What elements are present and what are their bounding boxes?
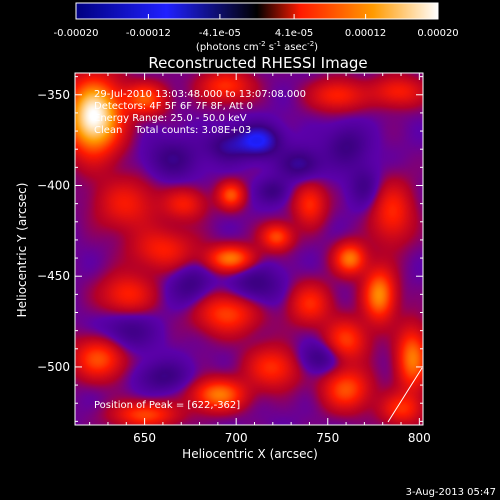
- heatmap-image: [75, 73, 423, 425]
- colorbar: -0.00020 -0.00012 -4.1e-05 4.1e-05 0.00012 0.…: [54, 2, 459, 53]
- y-axis-title: Heliocentric Y (arcsec): [15, 183, 29, 318]
- colorbar-tick-label: -0.00012: [126, 28, 171, 39]
- x-tick-label: 700: [225, 431, 248, 445]
- colorbar-ticks: -0.00020 -0.00012 -4.1e-05 4.1e-05 0.00012 0.…: [54, 14, 459, 39]
- colorbar-tick-label: 0.00012: [345, 28, 386, 39]
- colorbar-tick-label: 4.1e-05: [275, 28, 313, 39]
- limb-line: [387, 367, 423, 423]
- y-tick-label: −400: [37, 178, 70, 192]
- plot-frame: [74, 72, 424, 426]
- annotation-detectors: Detectors: 4F 5F 6F 7F 8F, Att 0: [94, 101, 253, 112]
- peak-position-label: Position of Peak = [622,-362]: [94, 400, 240, 411]
- x-tick-label: 750: [316, 431, 339, 445]
- chart-title: Reconstructed RHESSI Image: [148, 54, 367, 72]
- annotation-block: 29-Jul-2010 13:03:48.000 to 13:07:08.000…: [94, 89, 306, 136]
- colorbar-gradient: [75, 2, 439, 20]
- y-tick-label: −350: [37, 88, 70, 102]
- y-tick-label: −500: [37, 360, 70, 374]
- x-axis-title: Heliocentric X (arcsec): [182, 447, 318, 461]
- annotation-counts: Clean Total counts: 3.08E+03: [94, 125, 251, 136]
- colorbar-tick-label: 0.00020: [417, 28, 458, 39]
- colorbar-tick-label: -4.1e-05: [199, 28, 241, 39]
- x-tick-label: 800: [408, 431, 431, 445]
- axes: 650 700 750 800 −350 −400 −450 −500: [37, 73, 431, 445]
- colorbar-units: (photons cm-2 s-1 asec-2): [196, 40, 318, 53]
- y-tick-label: −450: [37, 269, 70, 283]
- footer-date: 3-Aug-2013 05:47: [406, 487, 496, 498]
- annotation-time: 29-Jul-2010 13:03:48.000 to 13:07:08.000: [94, 89, 306, 100]
- x-tick-label: 650: [133, 431, 156, 445]
- colorbar-tick-label: -0.00020: [54, 28, 99, 39]
- annotation-energy: Energy Range: 25.0 - 50.0 keV: [94, 113, 247, 124]
